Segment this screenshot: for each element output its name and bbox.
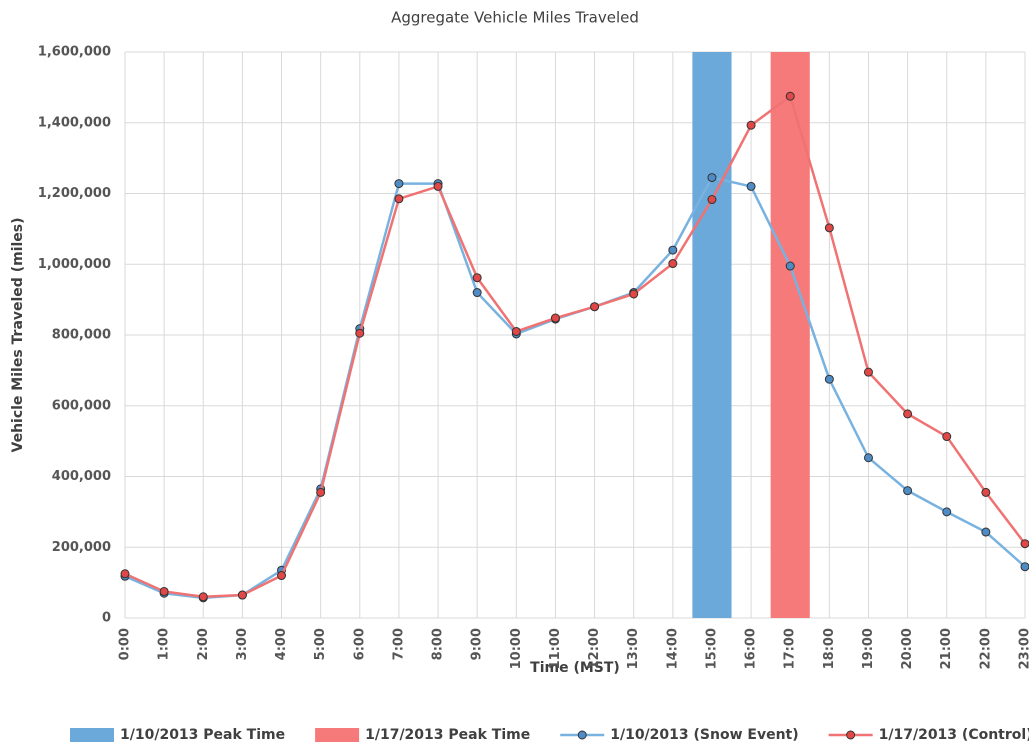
peak-bar <box>692 52 732 618</box>
marker <box>746 181 756 191</box>
chart-title: Aggregate Vehicle Miles Traveled <box>391 9 639 27</box>
x-tick-label: 23:00 <box>1018 628 1029 669</box>
x-tick-label: 17:00 <box>783 628 798 669</box>
x-tick-label: 4:00 <box>274 628 289 660</box>
marker <box>237 590 247 600</box>
marker <box>198 592 208 602</box>
marker <box>824 223 834 233</box>
y-tick-label: 1,400,000 <box>38 115 111 130</box>
legend-entry: 1/10/2013 Peak Time <box>70 727 285 743</box>
marker <box>629 289 639 299</box>
legend-swatch <box>70 728 114 742</box>
marker <box>316 487 326 497</box>
series-line <box>124 176 1026 600</box>
marker <box>472 273 482 283</box>
x-tick-label: 7:00 <box>391 628 406 660</box>
marker <box>394 179 404 189</box>
marker <box>668 259 678 269</box>
marker <box>942 507 952 517</box>
legend-entry: 1/17/2013 Peak Time <box>315 727 530 743</box>
marker <box>903 486 913 496</box>
x-tick-label: 14:00 <box>665 628 680 669</box>
x-tick-label: 20:00 <box>900 628 915 669</box>
legend-entry: 1/17/2013 (Control) <box>828 727 1029 743</box>
x-tick-label: 10:00 <box>509 628 524 669</box>
legend-label: 1/10/2013 (Snow Event) <box>610 727 798 743</box>
peak-bar <box>770 52 810 618</box>
x-tick-label: 3:00 <box>235 628 250 660</box>
marker <box>668 245 678 255</box>
x-tick-label: 2:00 <box>196 628 211 660</box>
legend-label: 1/10/2013 Peak Time <box>120 727 285 743</box>
marker <box>511 326 521 336</box>
x-tick-label: 15:00 <box>704 628 719 669</box>
marker <box>981 527 991 537</box>
y-axis-title: Vehicle Miles Traveled (miles) <box>10 217 26 452</box>
x-tick-label: 22:00 <box>978 628 993 669</box>
marker <box>1020 562 1029 572</box>
marker <box>1020 539 1029 549</box>
marker <box>863 453 873 463</box>
marker <box>903 409 913 419</box>
y-tick-label: 1,000,000 <box>38 257 111 272</box>
legend-marker <box>846 730 856 740</box>
legend-entry: 1/10/2013 (Snow Event) <box>560 727 799 743</box>
marker <box>550 313 560 323</box>
marker <box>785 261 795 271</box>
x-tick-label: 6:00 <box>352 628 367 660</box>
marker <box>277 571 287 581</box>
y-tick-label: 200,000 <box>52 540 111 555</box>
legend-label: 1/17/2013 (Control) <box>879 727 1029 743</box>
marker <box>707 195 717 205</box>
x-tick-label: 19:00 <box>861 628 876 669</box>
legend-label: 1/17/2013 Peak Time <box>365 727 530 743</box>
x-tick-label: 12:00 <box>587 628 602 669</box>
y-tick-label: 1,200,000 <box>38 186 111 201</box>
marker <box>785 91 795 101</box>
x-tick-label: 8:00 <box>431 628 446 660</box>
marker <box>942 432 952 442</box>
y-tick-label: 1,600,000 <box>38 45 111 60</box>
y-tick-label: 800,000 <box>52 328 111 343</box>
marker <box>824 374 834 384</box>
marker <box>981 487 991 497</box>
x-axis-title: Time (MST) <box>530 660 620 676</box>
x-tick-label: 9:00 <box>470 628 485 660</box>
x-tick-label: 21:00 <box>939 628 954 669</box>
y-tick-label: 400,000 <box>52 469 111 484</box>
series-line <box>124 94 1026 599</box>
marker <box>159 586 169 596</box>
y-tick-label: 0 <box>102 611 111 626</box>
marker <box>433 181 443 191</box>
legend-swatch <box>315 728 360 742</box>
legend: 1/10/2013 Peak Time 1/17/2013 Peak Time 1/… <box>70 727 1029 743</box>
x-tick-label: 11:00 <box>548 628 563 669</box>
x-tick-label: 16:00 <box>744 628 759 669</box>
marker <box>394 194 404 204</box>
x-tick-label: 1:00 <box>157 628 172 660</box>
legend-marker <box>577 730 587 740</box>
marker <box>355 328 365 338</box>
y-tick-label: 600,000 <box>52 398 111 413</box>
x-tick-label: 0:00 <box>118 628 133 660</box>
marker <box>590 302 600 312</box>
x-tick-label: 13:00 <box>626 628 641 669</box>
marker <box>746 120 756 130</box>
marker <box>120 569 130 579</box>
x-tick-label: 5:00 <box>313 628 328 660</box>
marker <box>472 288 482 298</box>
x-tick-label: 18:00 <box>822 628 837 669</box>
marker <box>707 173 717 183</box>
marker <box>863 367 873 377</box>
